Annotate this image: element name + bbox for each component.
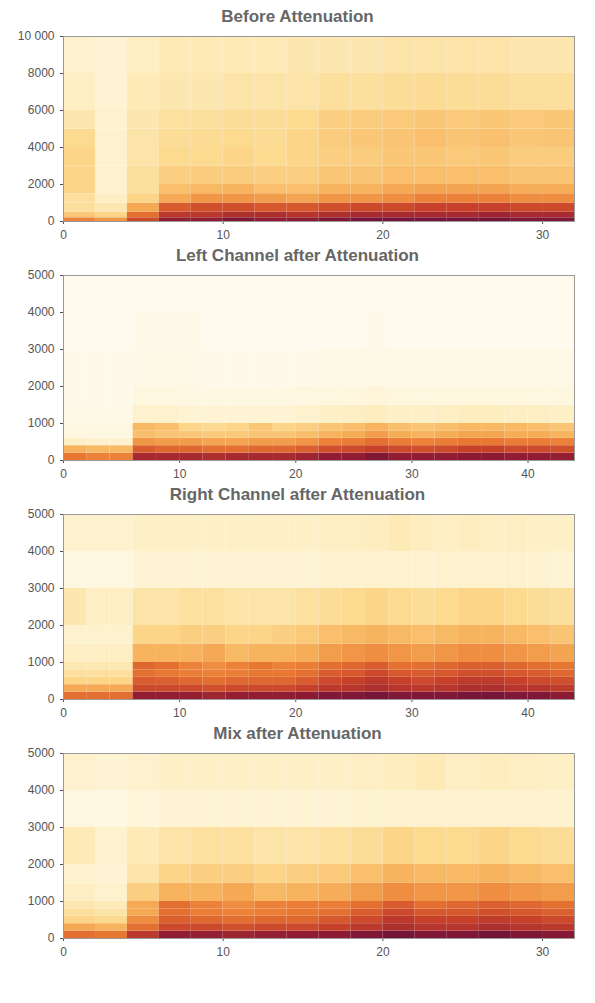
svg-text:0: 0 [48, 931, 55, 945]
svg-text:1000: 1000 [28, 655, 55, 669]
svg-text:40: 40 [521, 467, 535, 481]
svg-text:4000: 4000 [28, 305, 55, 319]
svg-text:1000: 1000 [28, 416, 55, 430]
html-text:Right Channel after Attenuatio: Right Channel after Attenuation [169, 485, 426, 504]
svg-text:3000: 3000 [28, 581, 55, 595]
svg-text:10: 10 [217, 945, 231, 959]
svg-text:0: 0 [60, 706, 67, 720]
svg-text:30: 30 [405, 467, 419, 481]
svg-text:10: 10 [173, 706, 187, 720]
svg-text:0: 0 [60, 228, 67, 242]
svg-text:0: 0 [48, 214, 55, 228]
svg-text:2000: 2000 [28, 379, 55, 393]
svg-text:3000: 3000 [28, 820, 55, 834]
svg-text:10: 10 [173, 467, 187, 481]
svg-text:10: 10 [217, 228, 231, 242]
svg-text:8000: 8000 [28, 66, 55, 80]
svg-text:2000: 2000 [28, 857, 55, 871]
svg-text:20: 20 [376, 228, 390, 242]
html-text:Left Channel after Attenuation: Left Channel after Attenuation [176, 246, 419, 265]
svg-text:30: 30 [536, 945, 550, 959]
svg-text:0: 0 [48, 692, 55, 706]
html-text:Before Attenuation: Before Attenuation [221, 7, 374, 26]
html-text:Mix after Attenuation: Mix after Attenuation [213, 724, 382, 743]
svg-text:1000: 1000 [28, 894, 55, 908]
svg-text:2000: 2000 [28, 618, 55, 632]
svg-text:6000: 6000 [28, 103, 55, 117]
svg-text:4000: 4000 [28, 783, 55, 797]
svg-text:20: 20 [376, 945, 390, 959]
svg-text:2000: 2000 [28, 177, 55, 191]
svg-text:20: 20 [289, 706, 303, 720]
svg-text:30: 30 [536, 228, 550, 242]
svg-text:0: 0 [60, 467, 67, 481]
svg-text:5000: 5000 [28, 746, 55, 760]
svg-text:10 000: 10 000 [18, 29, 55, 43]
svg-text:0: 0 [60, 945, 67, 959]
svg-text:5000: 5000 [28, 268, 55, 282]
svg-text:3000: 3000 [28, 342, 55, 356]
svg-text:20: 20 [289, 467, 303, 481]
svg-text:5000: 5000 [28, 507, 55, 521]
svg-text:4000: 4000 [28, 140, 55, 154]
svg-text:0: 0 [48, 453, 55, 467]
svg-text:30: 30 [405, 706, 419, 720]
svg-text:40: 40 [521, 706, 535, 720]
svg-text:4000: 4000 [28, 544, 55, 558]
